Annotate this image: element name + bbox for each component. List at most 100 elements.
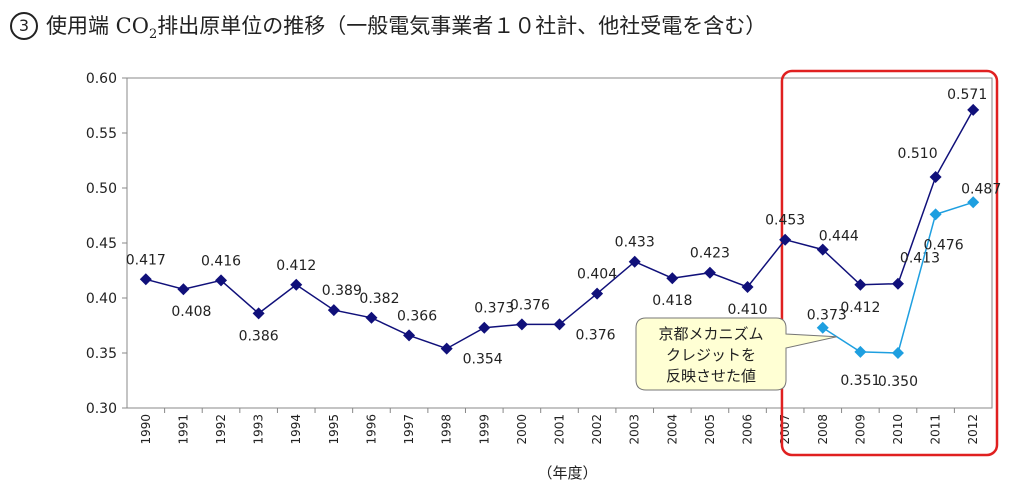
data-point-main: [365, 311, 378, 324]
x-tick-label: 2012: [966, 414, 980, 445]
data-label-main: 0.453: [765, 213, 805, 229]
x-tick-label: 2009: [853, 414, 867, 445]
x-tick-label: 2006: [741, 414, 755, 445]
data-label-main: 0.412: [840, 300, 880, 316]
data-point-main: [741, 281, 754, 293]
data-point-main: [440, 342, 453, 355]
data-label-main: 0.412: [276, 258, 316, 274]
data-label-main: 0.571: [947, 87, 987, 103]
y-tick-label: 0.40: [86, 291, 117, 307]
y-tick-label: 0.45: [86, 236, 117, 252]
data-label-credit: 0.373: [807, 308, 847, 324]
callout-text-line: 京都メカニズム: [658, 325, 763, 343]
x-tick-label: 2007: [778, 414, 792, 445]
data-point-main: [666, 272, 679, 285]
data-point-credit: [929, 208, 942, 221]
x-tick-label: 1994: [289, 414, 303, 445]
data-label-main: 0.376: [575, 327, 615, 343]
data-point-credit: [967, 196, 980, 209]
data-point-main: [816, 243, 829, 256]
title-prefix: 使用端 CO: [46, 14, 149, 38]
y-tick-label: 0.50: [86, 181, 117, 197]
data-point-main: [177, 283, 190, 296]
y-tick-label: 0.35: [86, 346, 117, 362]
data-point-main: [327, 304, 340, 317]
x-tick-label: 2005: [703, 414, 717, 445]
data-label-main: 0.418: [652, 293, 692, 309]
data-point-main: [403, 329, 416, 342]
data-label-main: 0.404: [577, 267, 617, 283]
data-label-main: 0.386: [239, 328, 279, 344]
data-point-main: [891, 277, 904, 290]
data-point-main: [252, 307, 265, 320]
x-tick-label: 1991: [176, 414, 190, 445]
data-point-main: [779, 233, 792, 246]
callout-bubble: [635, 317, 837, 391]
plot-frame: [126, 77, 993, 409]
highlight-box-2008-2012: [780, 69, 999, 457]
chart-title: 3 使用端 CO2排出原単位の推移（一般電気事業者１０社計、他社受電を含む）: [10, 10, 766, 42]
x-axis-label: （年度）: [537, 464, 597, 482]
data-label-main: 0.373: [474, 301, 514, 317]
data-label-credit: 0.351: [840, 373, 880, 389]
x-tick-label: 1995: [327, 414, 341, 445]
data-label-main: 0.417: [126, 252, 166, 268]
data-point-main: [553, 318, 566, 331]
x-tick-label: 1990: [139, 414, 153, 445]
data-label-main: 0.410: [727, 302, 767, 318]
series-line-credit: [822, 201, 974, 354]
x-tick-label: 2003: [628, 414, 642, 445]
data-point-credit: [816, 321, 829, 334]
callout-text-line: 反映させた値: [666, 367, 756, 385]
data-label-main: 0.510: [898, 146, 938, 162]
x-tick-label: 1999: [477, 414, 491, 445]
data-point-main: [290, 278, 303, 291]
y-tick-label: 0.60: [86, 71, 117, 87]
data-label-main: 0.389: [322, 283, 362, 299]
data-label-main: 0.408: [171, 304, 211, 320]
data-point-main: [929, 171, 942, 183]
data-point-main: [478, 321, 491, 334]
data-label-main: 0.423: [690, 246, 730, 262]
callout-text-line: クレジットを: [666, 346, 756, 364]
data-point-credit: [891, 347, 904, 359]
data-label-main: 0.413: [900, 251, 940, 267]
data-label-main: 0.376: [510, 297, 550, 313]
data-point-main: [967, 103, 980, 116]
x-tick-label: 1996: [364, 414, 378, 445]
title-subscript: 2: [148, 27, 158, 43]
x-tick-label: 2011: [929, 414, 943, 445]
data-point-main: [628, 255, 641, 268]
data-point-main: [854, 278, 867, 291]
x-tick-label: 1992: [214, 414, 228, 445]
data-label-credit: 0.487: [961, 181, 1001, 197]
x-tick-label: 1998: [440, 414, 454, 445]
data-point-credit: [854, 345, 867, 358]
y-tick-label: 0.55: [86, 126, 117, 142]
data-label-credit: 0.350: [878, 374, 918, 390]
x-tick-label: 2002: [590, 414, 604, 445]
data-point-main: [591, 287, 604, 300]
data-point-main: [515, 318, 528, 331]
x-tick-label: 1993: [252, 414, 266, 445]
x-tick-label: 2000: [515, 414, 529, 445]
x-tick-label: 2010: [891, 414, 905, 445]
data-point-main: [703, 266, 716, 279]
title-suffix: 排出原単位の推移（一般電気事業者１０社計、他社受電を含む）: [157, 14, 767, 38]
data-label-main: 0.433: [615, 235, 655, 251]
data-label-main: 0.366: [397, 308, 437, 324]
data-point-main: [215, 274, 228, 287]
data-label-main: 0.382: [359, 291, 399, 307]
x-tick-label: 2004: [665, 414, 679, 445]
x-tick-label: 2001: [553, 414, 567, 445]
data-label-main: 0.354: [463, 352, 503, 368]
x-tick-label: 1997: [402, 414, 416, 445]
y-tick-label: 0.30: [86, 401, 117, 417]
data-label-main: 0.416: [201, 253, 241, 269]
title-number: 3: [10, 12, 38, 40]
x-tick-label: 2008: [816, 414, 830, 445]
data-label-main: 0.444: [819, 229, 859, 245]
data-point-main: [139, 273, 152, 286]
data-label-credit: 0.476: [924, 237, 964, 253]
